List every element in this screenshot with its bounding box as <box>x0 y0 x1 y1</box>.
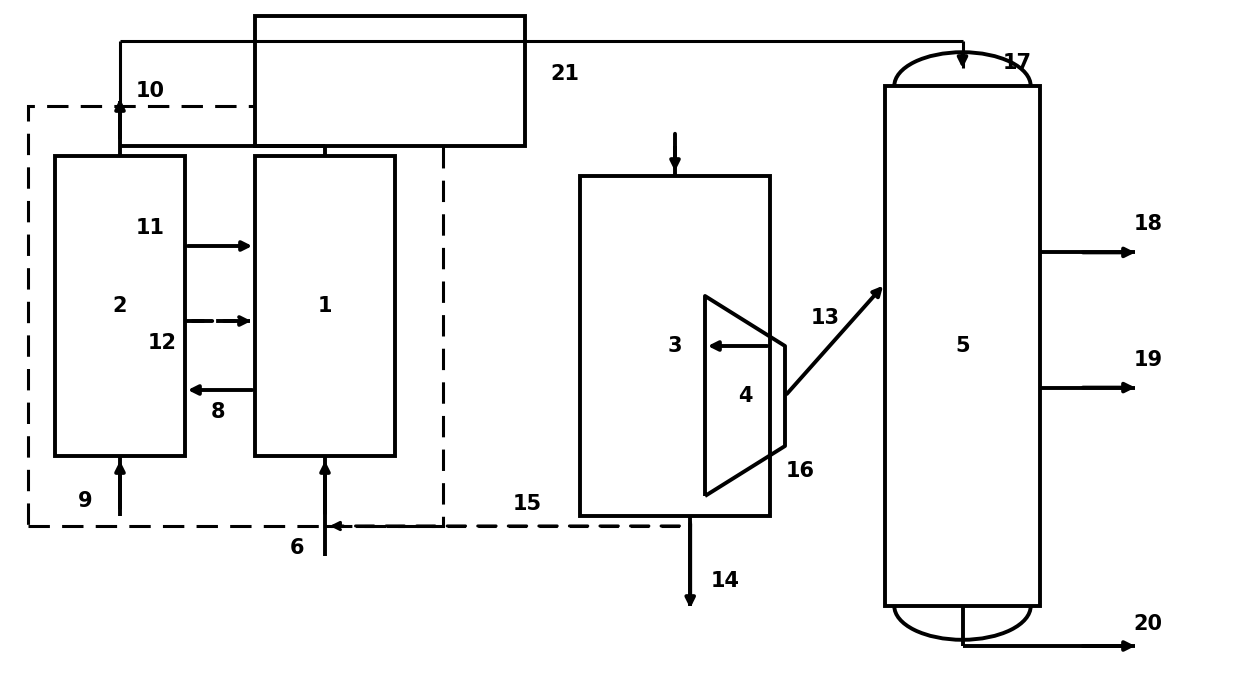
Text: 17: 17 <box>1003 53 1032 73</box>
Text: 21: 21 <box>551 64 579 84</box>
Bar <box>255 16 525 146</box>
Text: 6: 6 <box>290 538 304 558</box>
Bar <box>55 156 185 456</box>
Text: 9: 9 <box>78 491 92 511</box>
Text: 8: 8 <box>211 402 224 422</box>
Text: 5: 5 <box>955 336 970 356</box>
Text: 14: 14 <box>711 571 740 591</box>
Text: 20: 20 <box>1133 614 1163 634</box>
Text: 10: 10 <box>135 81 165 101</box>
Text: 12: 12 <box>148 333 176 353</box>
Polygon shape <box>706 296 785 496</box>
Text: 15: 15 <box>513 494 542 514</box>
Text: 18: 18 <box>1133 214 1163 235</box>
Text: 19: 19 <box>1133 349 1163 370</box>
Text: 16: 16 <box>785 461 815 481</box>
Text: 11: 11 <box>135 218 165 238</box>
Text: 3: 3 <box>668 336 682 356</box>
Bar <box>29 106 443 526</box>
Bar <box>580 176 770 516</box>
Text: 4: 4 <box>738 386 753 406</box>
Text: 2: 2 <box>113 296 128 316</box>
Bar <box>885 86 1040 606</box>
Text: 13: 13 <box>811 308 839 328</box>
Bar <box>255 156 396 456</box>
Text: 1: 1 <box>317 296 332 316</box>
